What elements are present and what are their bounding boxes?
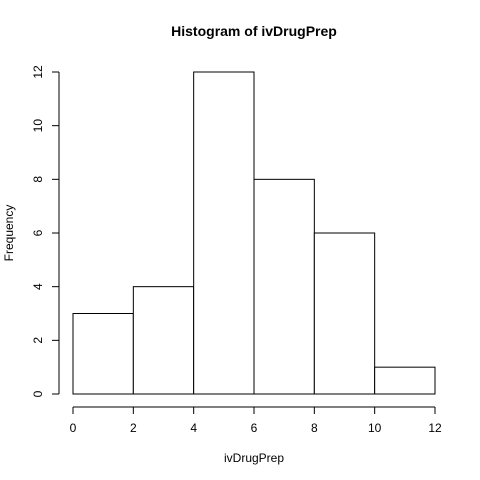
x-tick-label-0: 0 [70,421,77,435]
y-axis-label: Frequency [2,205,16,262]
y-axis: 0 2 4 6 8 10 12 [31,65,60,397]
y-tick-label-6: 12 [31,65,45,79]
x-tick-label-6: 12 [428,421,442,435]
x-tick-label-2: 4 [190,421,197,435]
histogram-bar-3 [253,178,315,395]
histogram-bar-1 [132,286,195,395]
histogram-bar-5 [374,366,436,395]
y-tick-label-4: 8 [31,176,45,183]
histogram-bar-4 [313,232,376,395]
histogram-bar-2 [193,71,255,395]
x-tick-label-5: 10 [368,421,382,435]
x-axis: 0 2 4 6 8 10 12 [70,406,442,435]
y-tick-label-0: 0 [31,390,45,397]
x-tick-label-1: 2 [130,421,137,435]
x-axis-label: ivDrugPrep [224,451,284,465]
y-tick-label-3: 6 [31,229,45,236]
chart-title: Histogram of ivDrugPrep [171,23,337,39]
bars-group [72,71,436,395]
x-tick-label-4: 8 [311,421,318,435]
y-tick-label-2: 4 [31,283,45,290]
histogram-bar-0 [72,313,134,395]
x-tick-label-3: 6 [251,421,258,435]
y-tick-label-5: 10 [31,119,45,133]
y-tick-label-1: 2 [31,337,45,344]
